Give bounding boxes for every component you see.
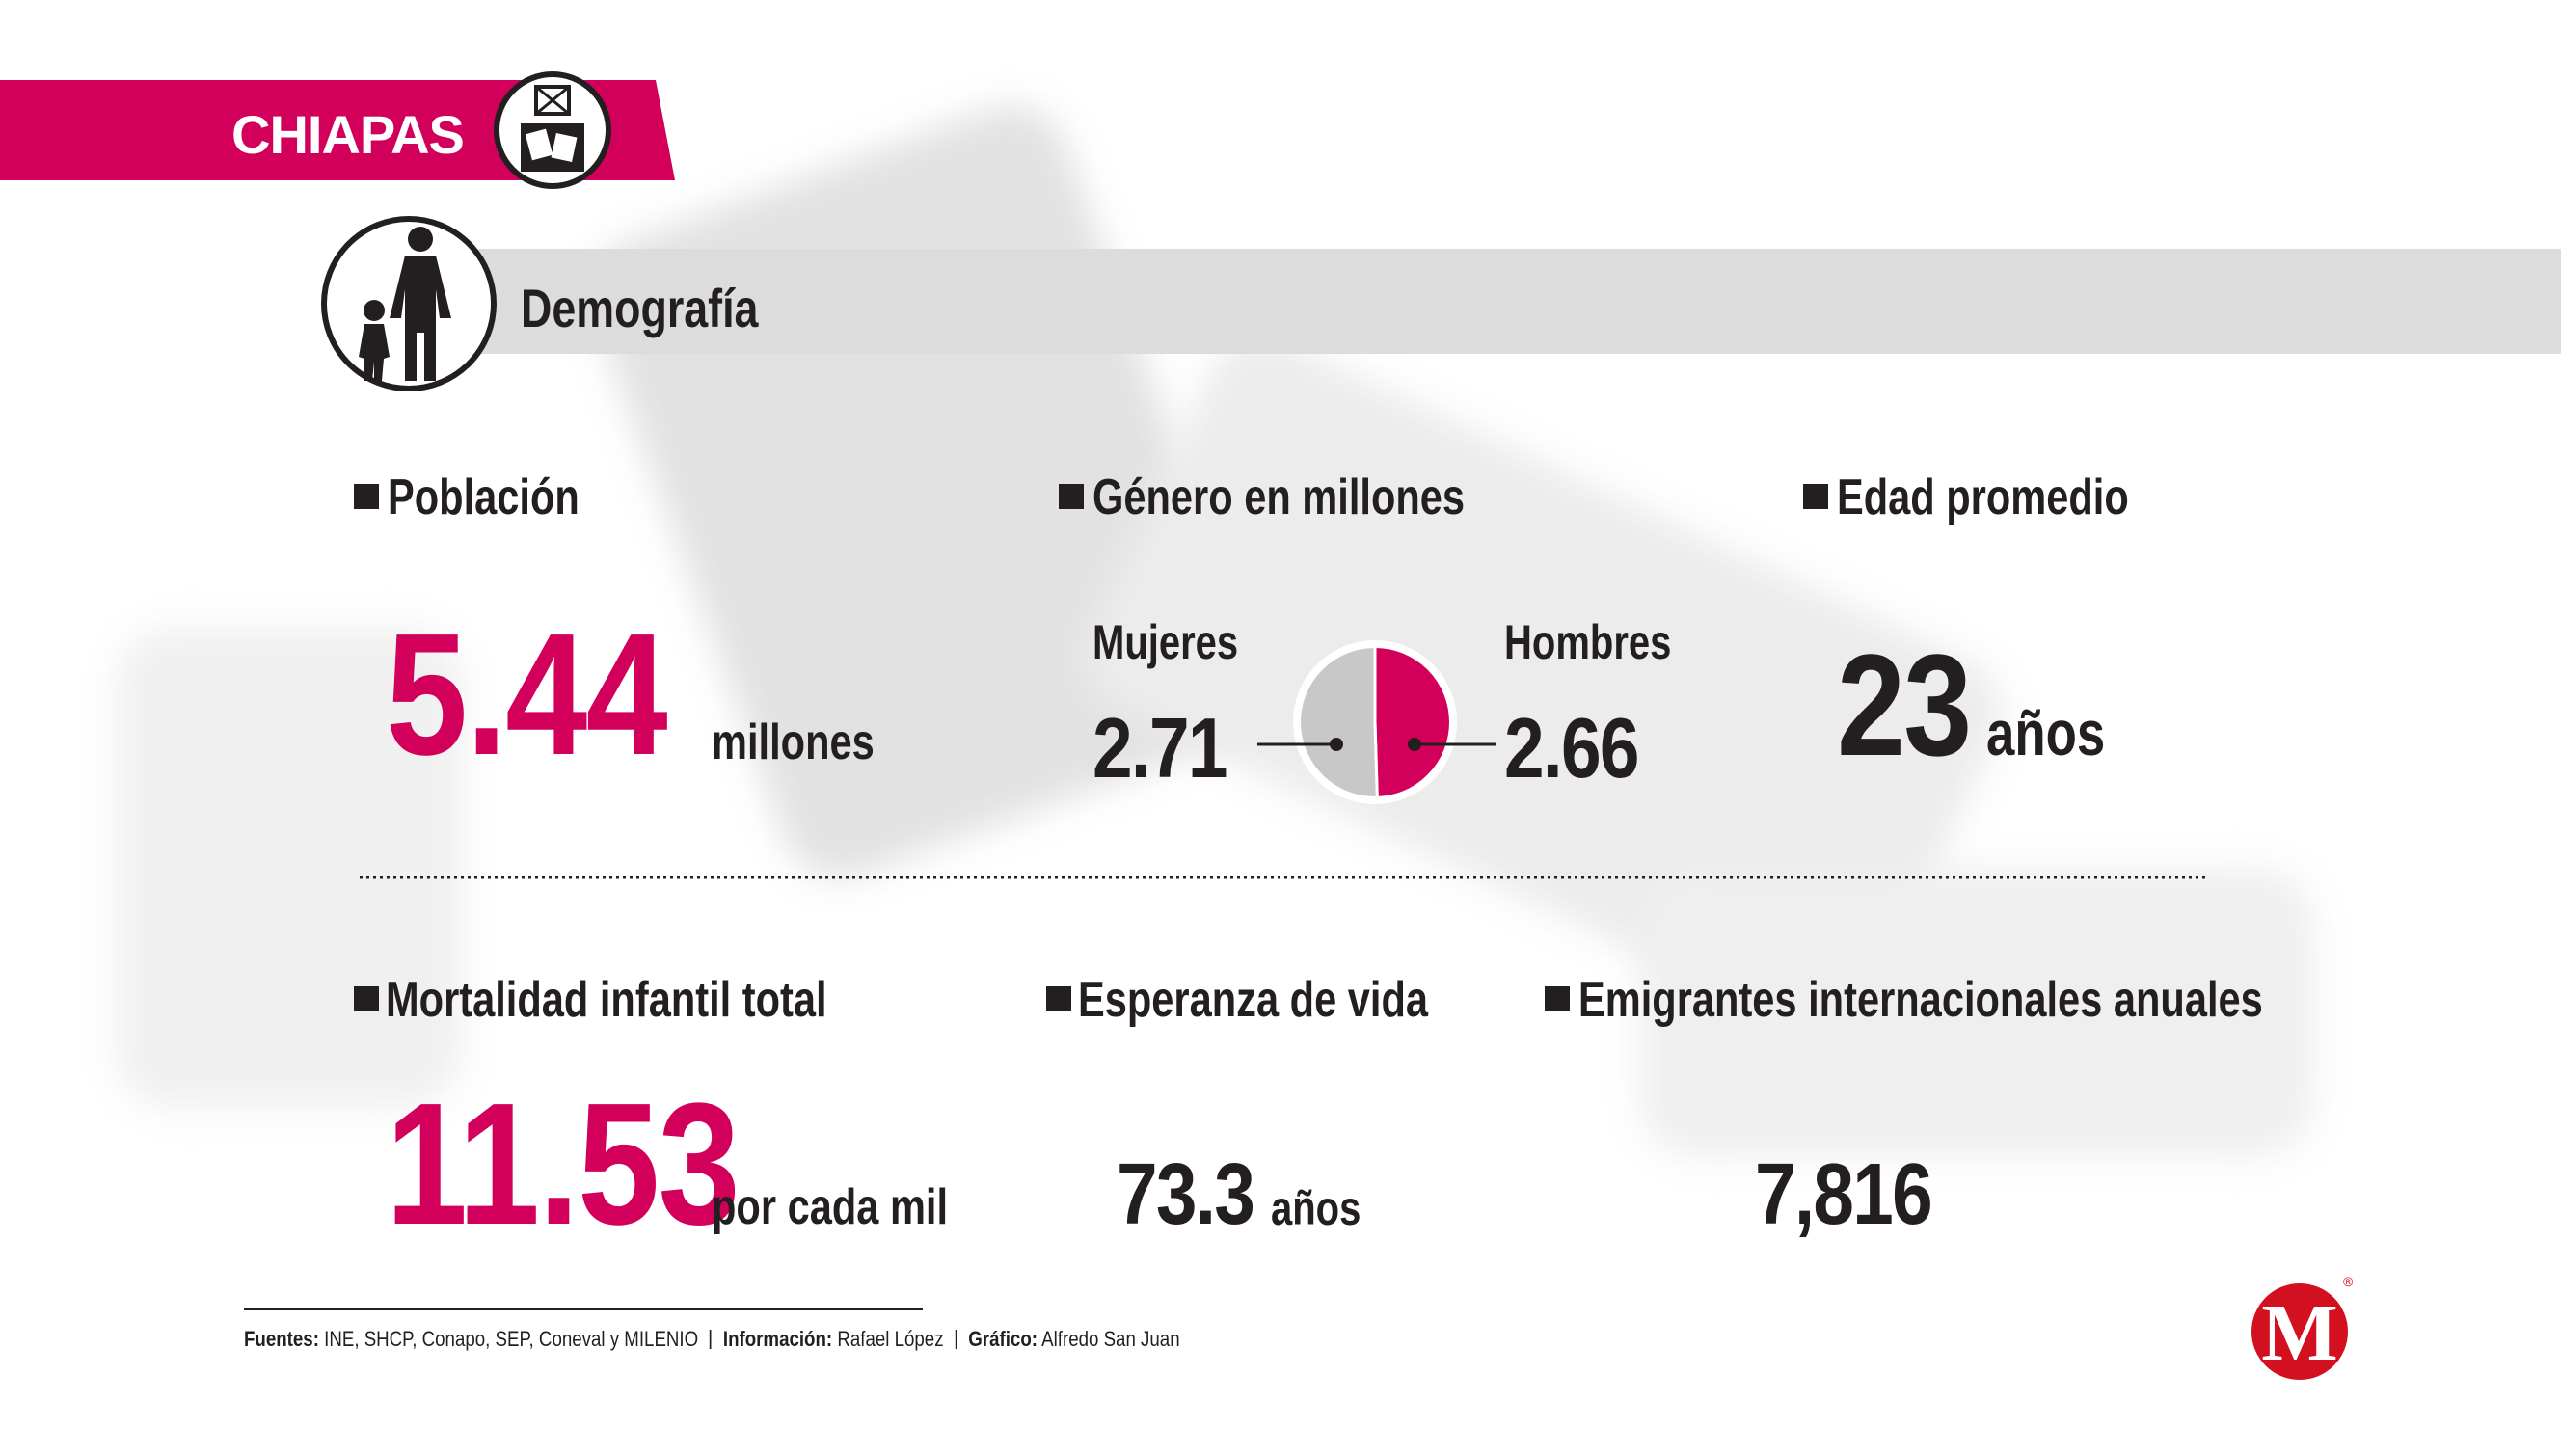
section-title: Demografía: [521, 278, 759, 338]
stat-title: Edad promedio: [1837, 470, 2129, 526]
registered: ®: [2343, 1274, 2354, 1289]
pie-ring: [1293, 640, 1457, 804]
logo-text: M: [2261, 1288, 2337, 1378]
women-label: Mujeres: [1092, 615, 1239, 669]
men-value: 2.66: [1504, 700, 1639, 795]
gender-pie: [1293, 640, 1457, 804]
bullet: [1046, 986, 1071, 1011]
section-bar: [386, 249, 2561, 354]
stat-title: Género en millones: [1092, 470, 1466, 526]
milenio-logo: M ®: [2251, 1274, 2354, 1380]
bullet: [1545, 986, 1570, 1011]
bg-shape: [1639, 868, 2314, 1157]
footer-label: Fuentes:: [244, 1327, 319, 1351]
bullet: [354, 986, 379, 1011]
stat-value: 5.44: [386, 598, 668, 792]
stat-title: Emigrantes internacionales anuales: [1578, 972, 2263, 1028]
pie-slice: [1295, 642, 1379, 802]
pie-leaders: [1257, 738, 1496, 751]
stat-unit: años: [1986, 697, 2106, 768]
separator: [710, 1330, 712, 1349]
state-title: CHIAPAS: [231, 104, 465, 165]
men-label: Hombres: [1504, 615, 1672, 669]
women-value: 2.71: [1092, 700, 1227, 795]
bullet: [1803, 484, 1828, 509]
stat-title: Mortalidad infantil total: [386, 972, 827, 1028]
family-icon: [321, 216, 497, 391]
stat-unit: millones: [712, 715, 875, 770]
bullet: [1059, 484, 1084, 509]
footer-text: INE, SHCP, Conapo, SEP, Coneval y MILENI…: [324, 1327, 699, 1351]
footer-label: Información:: [722, 1327, 833, 1351]
stat-value: 73.3: [1117, 1146, 1255, 1243]
footer: Fuentes: INE, SHCP, Conapo, SEP, Coneval…: [244, 1329, 1180, 1350]
stat-value: 23: [1837, 624, 1972, 786]
pie-slice: [1373, 642, 1455, 802]
ballot-icon: [494, 71, 611, 189]
bg-shape: [116, 627, 463, 1109]
stat-title: Población: [388, 470, 580, 526]
footer-text: Rafael López: [837, 1327, 944, 1351]
stat-value: 7,816: [1755, 1146, 1933, 1243]
footer-label: Gráfico:: [968, 1327, 1038, 1351]
bullet: [354, 484, 379, 509]
stat-unit: por cada mil: [712, 1179, 949, 1235]
footer-text: Alfredo San Juan: [1041, 1327, 1180, 1351]
separator: [955, 1330, 957, 1349]
stat-value: 11.53: [386, 1067, 741, 1261]
stat-unit: años: [1271, 1181, 1361, 1235]
stat-title: Esperanza de vida: [1078, 972, 1429, 1028]
